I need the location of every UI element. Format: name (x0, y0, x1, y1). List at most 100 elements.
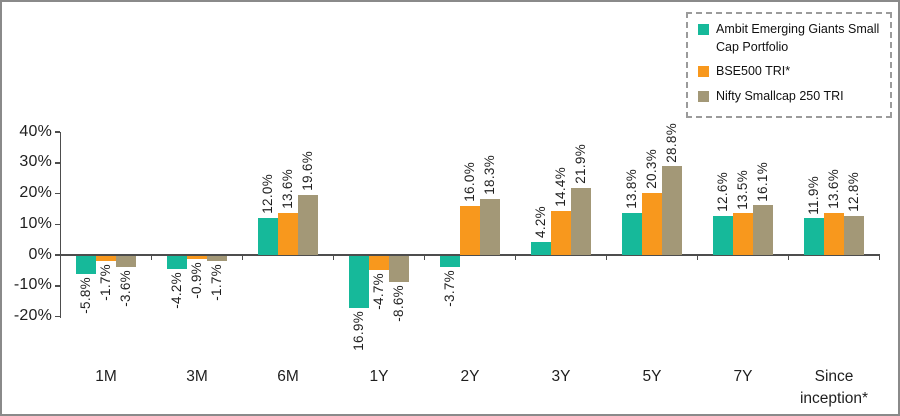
bar (167, 255, 187, 269)
legend-item: BSE500 TRI* (696, 63, 882, 81)
category-label: 1M (95, 368, 117, 385)
value-label: 16.0% (462, 162, 477, 202)
value-label: 13.6% (826, 169, 841, 210)
bar (713, 216, 733, 255)
value-label: 16.1% (755, 161, 770, 202)
y-tick-label: -20% (13, 307, 52, 324)
value-label: 21.9% (573, 143, 588, 184)
category-label: 5Y (642, 368, 662, 385)
y-tick-mark (54, 162, 60, 164)
x-tick-mark (150, 255, 153, 260)
bar (76, 255, 96, 274)
value-label: -5.8% (78, 276, 93, 314)
bar (804, 218, 824, 255)
y-tick-mark (54, 315, 60, 318)
x-tick-mark (514, 255, 517, 260)
y-tick-mark (54, 285, 60, 287)
value-label: 18.3% (482, 154, 497, 195)
value-label: 12.0% (260, 174, 275, 215)
bar (349, 255, 369, 308)
value-label: -3.6% (118, 270, 133, 307)
bar (96, 255, 116, 261)
category-label: Since inception* (799, 368, 869, 407)
bar (369, 255, 389, 271)
bar (480, 198, 500, 255)
value-label: -8.6% (391, 285, 406, 323)
category-label: 3Y (551, 368, 571, 385)
value-label: 13.6% (280, 169, 295, 210)
y-tick-label: -10% (13, 276, 52, 294)
bar (531, 242, 551, 255)
value-label: 28.8% (664, 122, 679, 163)
y-tick-label: 0% (28, 245, 52, 263)
legend-item: Ambit Emerging Giants Small Cap Portfoli… (696, 21, 882, 56)
x-axis-line (59, 254, 880, 256)
x-tick-mark (605, 255, 608, 260)
x-tick-mark (423, 255, 426, 260)
bar (389, 255, 409, 283)
y-tick-label: 30% (19, 153, 52, 171)
category-label: 3M (186, 368, 208, 385)
legend-label: Ambit Emerging Giants Small Cap Portfoli… (716, 22, 880, 54)
value-label: -1.7% (209, 264, 224, 301)
x-tick-mark (241, 255, 244, 260)
bar (571, 187, 591, 255)
category-label: 2Y (460, 368, 480, 385)
y-tick-mark (54, 223, 60, 225)
x-tick-mark (696, 255, 699, 260)
y-tick-mark (54, 131, 60, 133)
x-tick-mark (332, 255, 335, 260)
legend-swatch (698, 90, 709, 102)
x-tick-mark (59, 255, 62, 260)
value-label: -0.9% (189, 261, 204, 299)
bar (844, 215, 864, 255)
bar (298, 194, 318, 255)
bar (187, 255, 207, 259)
bar (460, 205, 480, 255)
category-label: 1Y (369, 368, 389, 385)
x-tick-mark (878, 255, 881, 260)
y-tick-label: 10% (19, 214, 52, 232)
bar (278, 213, 298, 255)
bar (440, 255, 460, 268)
value-label: 12.8% (846, 171, 861, 212)
value-label: 13.5% (735, 169, 750, 210)
y-tick-label: 40% (19, 122, 52, 140)
y-tick-label: 20% (19, 184, 52, 201)
value-label: -1.7% (98, 264, 113, 301)
bar (207, 255, 227, 261)
legend-swatch (698, 24, 709, 35)
bar (551, 210, 571, 255)
bar (258, 218, 278, 255)
x-tick-mark (787, 255, 790, 260)
bar (733, 213, 753, 255)
legend-item: Nifty Smallcap 250 TRI (696, 88, 882, 106)
bar (753, 205, 773, 255)
category-label: 7Y (733, 368, 753, 385)
bar (622, 212, 642, 255)
legend-label: Nifty Smallcap 250 TRI (716, 88, 844, 103)
value-label: 20.3% (644, 148, 659, 189)
value-label: 13.8% (624, 168, 639, 209)
value-label: 14.4% (553, 166, 568, 207)
value-label: -3.7% (442, 270, 457, 308)
value-label: 4.2% (533, 206, 548, 239)
y-axis-line (59, 132, 61, 318)
bar (824, 213, 844, 255)
legend-swatch (698, 66, 709, 77)
y-tick-mark (54, 254, 60, 256)
value-label: -4.7% (371, 273, 386, 311)
y-tick-mark (54, 192, 60, 195)
legend: Ambit Emerging Giants Small Cap Portfoli… (686, 12, 892, 118)
value-label: 19.6% (300, 150, 315, 191)
value-label: -4.2% (169, 271, 184, 309)
value-label: 11.9% (806, 175, 821, 215)
legend-label: BSE500 TRI* (716, 64, 791, 78)
bar (116, 255, 136, 267)
category-label: 6M (277, 368, 299, 385)
value-label: 16.9% (351, 310, 366, 351)
bar (642, 192, 662, 255)
value-label: 12.6% (715, 172, 730, 213)
bar (662, 166, 682, 255)
